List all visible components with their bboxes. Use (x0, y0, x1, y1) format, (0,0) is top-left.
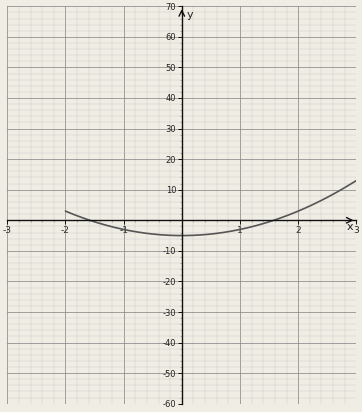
Text: x: x (346, 222, 353, 232)
Text: y: y (186, 10, 193, 20)
